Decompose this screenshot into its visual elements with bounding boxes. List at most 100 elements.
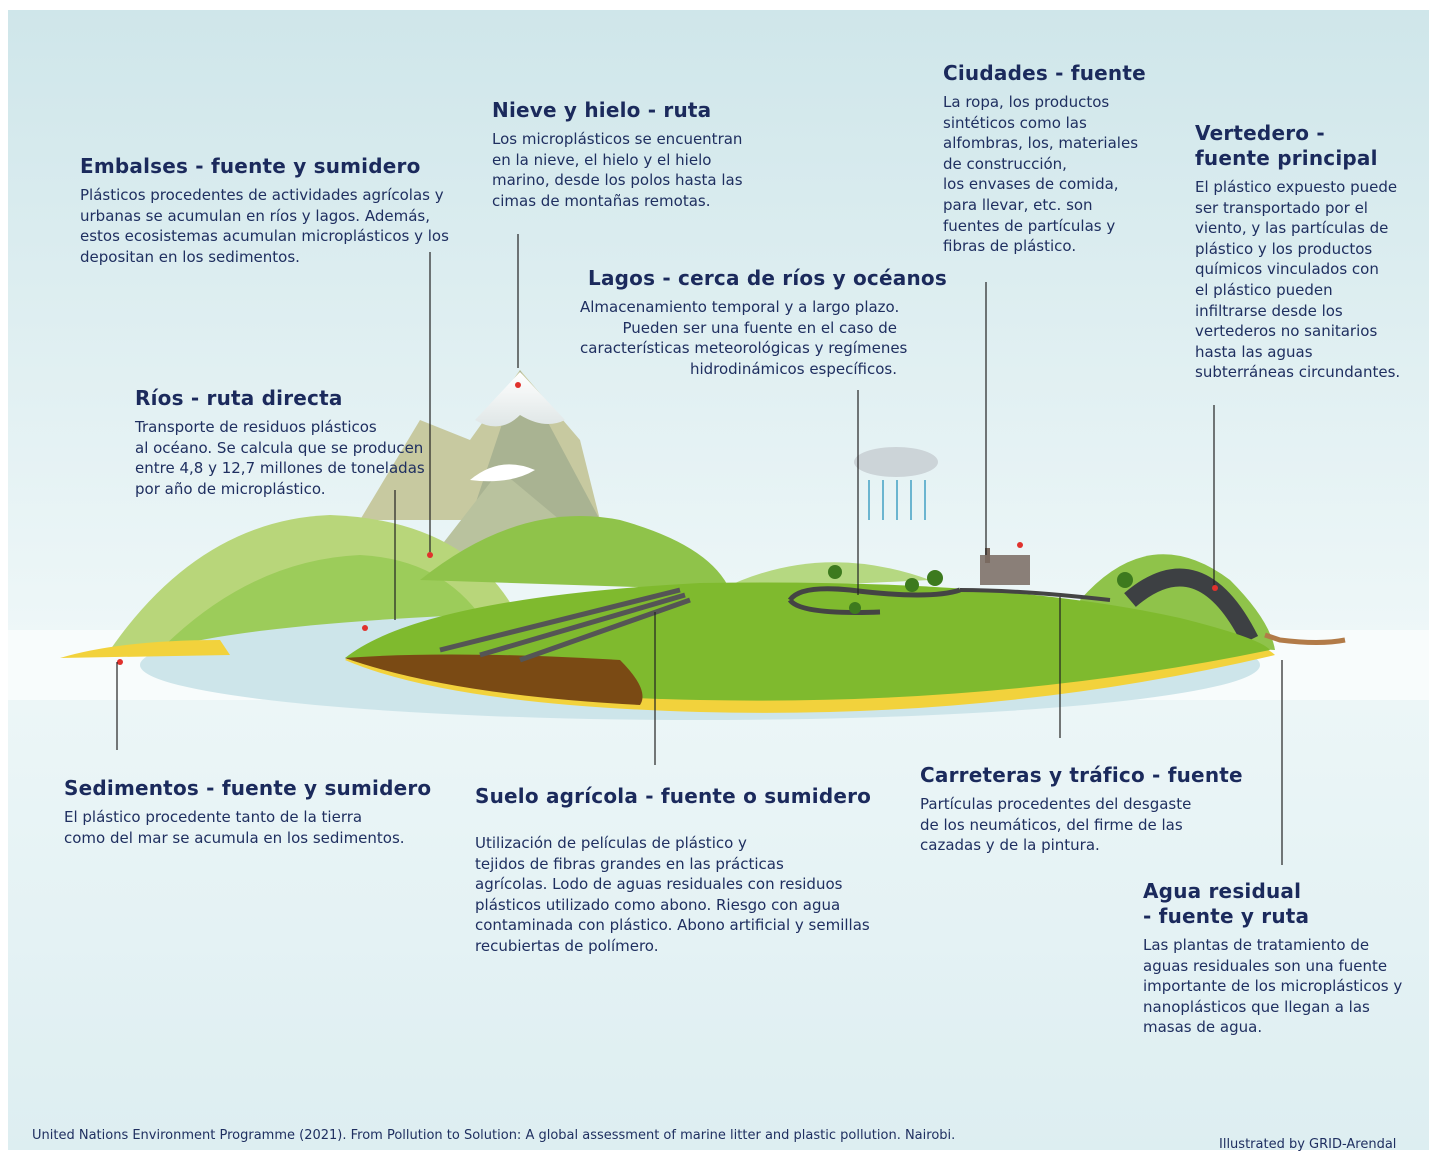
body-line: entre 4,8 y 12,7 millones de toneladas (135, 459, 425, 478)
body-line: en la nieve, el hielo y el hielo (492, 150, 712, 169)
body-line: por año de microplástico. (135, 479, 326, 498)
body-line: Las plantas de tratamiento de (1143, 936, 1370, 954)
callout-body: Partículas procedentes del desgaste de lo… (920, 794, 1243, 856)
road (959, 588, 1111, 602)
beach (60, 640, 230, 658)
body-line: al océano. Se calcula que se producen (135, 438, 424, 457)
body-line: Plásticos procedentes de actividades agr… (80, 186, 444, 204)
body-line: subterráneas circundantes. (1195, 363, 1401, 382)
body-line: El plástico expuesto puede (1195, 178, 1398, 196)
body-line: Almacenamiento temporal y a largo plazo. (580, 298, 900, 316)
body-line: de los neumáticos, del firme de las (920, 815, 1183, 834)
body-line: características meteorológicas y regímen… (580, 339, 908, 358)
callout-title: Ciudades - fuente (943, 61, 1146, 86)
body-line: La ropa, los productos (943, 93, 1110, 111)
body-line: Pueden ser una fuente en el caso de (622, 318, 897, 337)
callout: Suelo agrícola - fuente o sumidero Utiliz… (475, 784, 871, 957)
snow (475, 372, 565, 427)
snow (470, 464, 535, 482)
body-line: plástico y los productos (1195, 239, 1373, 258)
body-line: hidrodinámicos específicos. (689, 359, 897, 378)
title-line: Suelo agrícola - fuente o sumidero (475, 784, 872, 808)
callout-title: Vertedero - fuente principal (1195, 121, 1400, 171)
body-line: como del mar se acumula en los sedimento… (64, 828, 405, 847)
body-line: sintéticos como las (943, 113, 1087, 132)
title-line: Lagos - cerca de ríos y océanos (588, 266, 947, 290)
title-line: Vertedero - (1195, 121, 1325, 145)
body-line: Transporte de residuos plásticos (135, 418, 377, 436)
body-line: los envases de comida, (943, 175, 1119, 194)
callout-body: Utilización de películas de plástico y te… (475, 833, 871, 957)
callout-body: Los microplásticos se encuentran en la ni… (492, 129, 743, 211)
callout-title: Lagos - cerca de ríos y océanos (588, 266, 947, 291)
body-line: El plástico procedente tanto de la tierr… (64, 808, 363, 826)
cloud (854, 447, 938, 477)
credit: United Nations Environment Programme (20… (32, 1128, 956, 1143)
chimney (985, 548, 990, 563)
title-line: - fuente y ruta (1143, 904, 1310, 928)
plastic-mulch (439, 587, 691, 663)
body-line: contaminada con plástico. Abono artifici… (475, 916, 870, 935)
title-line: Ciudades - fuente (943, 61, 1146, 85)
callout-body: Las plantas de tratamiento de aguas resid… (1143, 935, 1402, 1038)
body-line: viento, y las partículas de (1195, 219, 1389, 238)
outfall (1264, 632, 1346, 645)
title-line: Ríos - ruta directa (135, 386, 343, 410)
body-line: estos ecosistemas acumulan microplástico… (80, 227, 449, 246)
callout: Agua residual - fuente y ruta Las plantas … (1143, 879, 1402, 1038)
title-line: Carreteras y tráfico - fuente (920, 763, 1243, 787)
body-line: hasta las aguas (1195, 342, 1313, 361)
callout-body: La ropa, los productos sintéticos como la… (943, 92, 1146, 257)
body-line: Los microplásticos se encuentran (492, 130, 743, 148)
body-line: ser transportado por el (1195, 198, 1368, 217)
body-line: fibras de plástico. (943, 237, 1077, 256)
callout-body: Plásticos procedentes de actividades agr… (80, 185, 449, 267)
callout-body: El plástico expuesto puede ser transporta… (1195, 177, 1400, 383)
landfill (1124, 568, 1259, 645)
callout-body: Transporte de residuos plásticos al océan… (135, 417, 425, 499)
body-line: tejidos de fibras grandes en las práctic… (475, 854, 784, 873)
body-line: nanoplásticos que llegan a las (1143, 997, 1370, 1016)
body-line: importante de los microplásticos y (1143, 977, 1403, 996)
hill (420, 516, 730, 590)
callout: Ciudades - fuente La ropa, los productos s… (943, 61, 1146, 257)
body-line: depositan en los sedimentos. (80, 247, 300, 266)
body-line: el plástico pueden (1195, 280, 1333, 299)
callout: Sedimentos - fuente y sumidero El plástic… (64, 776, 431, 848)
body-line: agrícolas. Lodo de aguas residuales con … (475, 875, 843, 894)
callout: Embalses - fuente y sumidero Plásticos pr… (80, 154, 449, 267)
body-line: marino, desde los polos hasta las (492, 171, 743, 190)
body-line: químicos vinculados con (1195, 260, 1379, 279)
body-line: alfombras, los, materiales (943, 134, 1139, 153)
callout: Vertedero - fuente principal El plástico e… (1195, 121, 1400, 383)
callout-title: Ríos - ruta directa (135, 386, 425, 411)
callout-body: El plástico procedente tanto de la tierr… (64, 807, 431, 848)
title-line: Embalses - fuente y sumidero (80, 154, 421, 178)
body-line: plásticos utilizado como abono. Riesgo c… (475, 895, 841, 914)
callout-title: Carreteras y tráfico - fuente (920, 763, 1243, 788)
microplastics (117, 382, 1218, 665)
body-line: recubiertas de polímero. (475, 936, 659, 955)
callout-title: Agua residual - fuente y ruta (1143, 879, 1402, 929)
title-line: Sedimentos - fuente y sumidero (64, 776, 432, 800)
body-line: aguas residuales son una fuente (1143, 956, 1388, 975)
leader-lines (116, 234, 1283, 865)
body-line: urbanas se acumulan en ríos y lagos. Ade… (80, 206, 430, 225)
callout-title: Embalses - fuente y sumidero (80, 154, 449, 179)
title-line: Agua residual (1143, 879, 1302, 903)
callout-title: Sedimentos - fuente y sumidero (64, 776, 431, 801)
body-line: infiltrarse desde los (1195, 301, 1343, 320)
road (787, 586, 961, 615)
callout-title: Suelo agrícola - fuente o sumidero (475, 784, 871, 809)
illustrator: Illustrated by GRID-Arendal (1219, 1137, 1397, 1152)
body-line: Utilización de películas de plástico y (475, 834, 747, 852)
title-line: Nieve y hielo - ruta (492, 98, 712, 122)
body-line: fuentes de partículas y (943, 216, 1116, 235)
body-line: de construcción, (943, 154, 1067, 173)
body-line: cazadas y de la pintura. (920, 836, 1100, 855)
body-line: cimas de montañas remotas. (492, 191, 711, 210)
trees (828, 565, 1133, 614)
